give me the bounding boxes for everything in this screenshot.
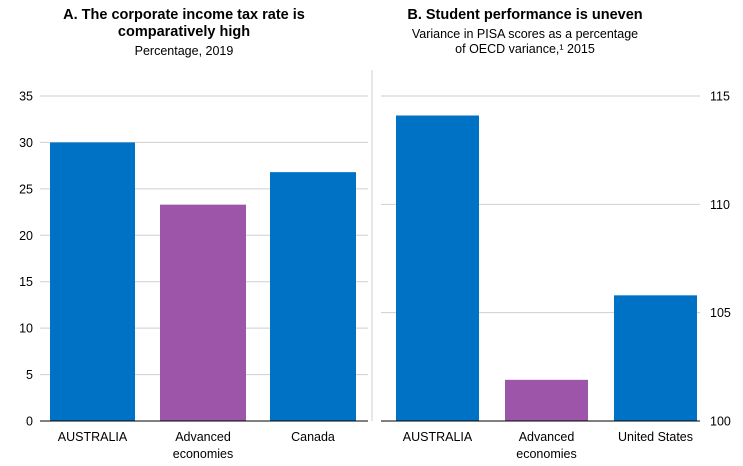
panel-a-ytick-label: 35 (19, 90, 33, 104)
panel-b-subtitle-line1: Variance in PISA scores as a percentage (411, 27, 639, 41)
panel-a-subtitle: Percentage, 2019 (134, 44, 234, 58)
panel-a-title-line2: comparatively high (117, 24, 251, 40)
panel-a-ytick-label: 30 (19, 136, 33, 150)
panel-a-title-line1: A. The corporate income tax rate is (63, 7, 305, 23)
panel-b-category-label: AUSTRALIA (403, 430, 473, 444)
panel-b-subtitle-line2: of OECD variance,¹ 2015 (455, 42, 595, 56)
panel-a-ytick-label: 0 (26, 415, 33, 429)
panel-a-category-label: AUSTRALIA (58, 430, 128, 444)
panel-a-title: A. The corporate income tax rate is comp… (0, 7, 368, 41)
panel-a-ytick-label: 10 (19, 322, 33, 336)
panel-b-ytick-label: 110 (710, 198, 730, 212)
panel-b-bar (614, 295, 697, 421)
panel-a-bar (270, 172, 356, 421)
panel-b-bar (505, 379, 588, 421)
panel-a-bar (160, 204, 246, 421)
panel-b-title: B. Student performance is uneven (407, 7, 643, 23)
panel-a-category-label: Advanced economies (173, 430, 233, 461)
panel-b-ytick-label: 115 (710, 90, 730, 104)
panel-b-ytick-label: 100 (710, 415, 731, 429)
panel-b-category-label: Advanced economies (516, 430, 576, 461)
panel-b-subtitle: Variance in PISA scores as a percentage … (360, 27, 690, 57)
panel-b-category-label: United States (618, 430, 693, 444)
panel-b-bar (396, 115, 479, 421)
panel-a-bar (50, 142, 135, 421)
panel-a-ytick-label: 5 (26, 368, 33, 382)
panel-b-ytick-label: 105 (710, 306, 731, 320)
panel-a-ytick-label: 25 (19, 182, 33, 196)
panel-a-ytick-label: 15 (19, 275, 33, 289)
panel-a-category-label: Canada (291, 430, 335, 444)
panel-a-ytick-label: 20 (19, 229, 33, 243)
